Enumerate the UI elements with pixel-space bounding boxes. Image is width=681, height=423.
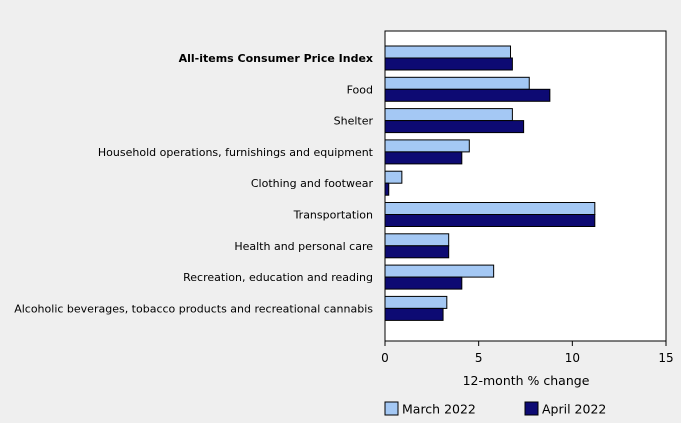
bar-march-8: [384, 295, 448, 309]
x-axis-title: 12-month % change: [463, 373, 590, 388]
category-label: Transportation: [293, 209, 373, 222]
bar-march-6: [384, 233, 450, 247]
category-label: Household operations, furnishings and eq…: [98, 146, 374, 159]
legend-swatch: [524, 401, 539, 416]
category-label: Recreation, education and reading: [183, 271, 373, 284]
legend-label: March 2022: [402, 402, 476, 417]
x-tick-label: 0: [381, 351, 389, 365]
bar-april-3: [384, 151, 463, 165]
bar-april-1: [384, 88, 551, 102]
bar-march-7: [384, 264, 495, 278]
bar-group: [384, 45, 596, 321]
bar-march-4: [384, 170, 403, 184]
bar-april-2: [384, 120, 525, 134]
bar-april-4: [384, 182, 390, 196]
x-tick-label: 5: [475, 351, 483, 365]
category-labels: All-items Consumer Price Index Food Shelte…: [14, 52, 373, 315]
bar-march-5: [384, 202, 596, 215]
legend-swatch: [384, 401, 399, 416]
bar-march-1: [384, 76, 530, 90]
category-label: Shelter: [334, 115, 374, 128]
legend: March 2022 April 2022: [384, 401, 606, 417]
category-label: Alcoholic beverages, tobacco products an…: [14, 302, 373, 315]
bar-march-2: [384, 108, 513, 122]
category-label: All-items Consumer Price Index: [179, 52, 373, 65]
bar-april-8: [384, 307, 444, 321]
category-label: Health and personal care: [234, 240, 373, 253]
category-label: Food: [347, 83, 373, 96]
bar-march-0: [384, 45, 512, 59]
category-label: Clothing and footwear: [251, 177, 374, 190]
bar-april-6: [384, 245, 450, 259]
bar-april-0: [384, 57, 513, 71]
bar-april-5: [384, 214, 596, 227]
bar-april-7: [384, 276, 463, 290]
x-axis: 0 5 10 15: [381, 341, 674, 365]
bar-march-3: [384, 139, 470, 153]
legend-label: April 2022: [542, 402, 606, 417]
x-tick-label: 15: [658, 351, 673, 365]
x-tick-label: 10: [565, 351, 580, 365]
